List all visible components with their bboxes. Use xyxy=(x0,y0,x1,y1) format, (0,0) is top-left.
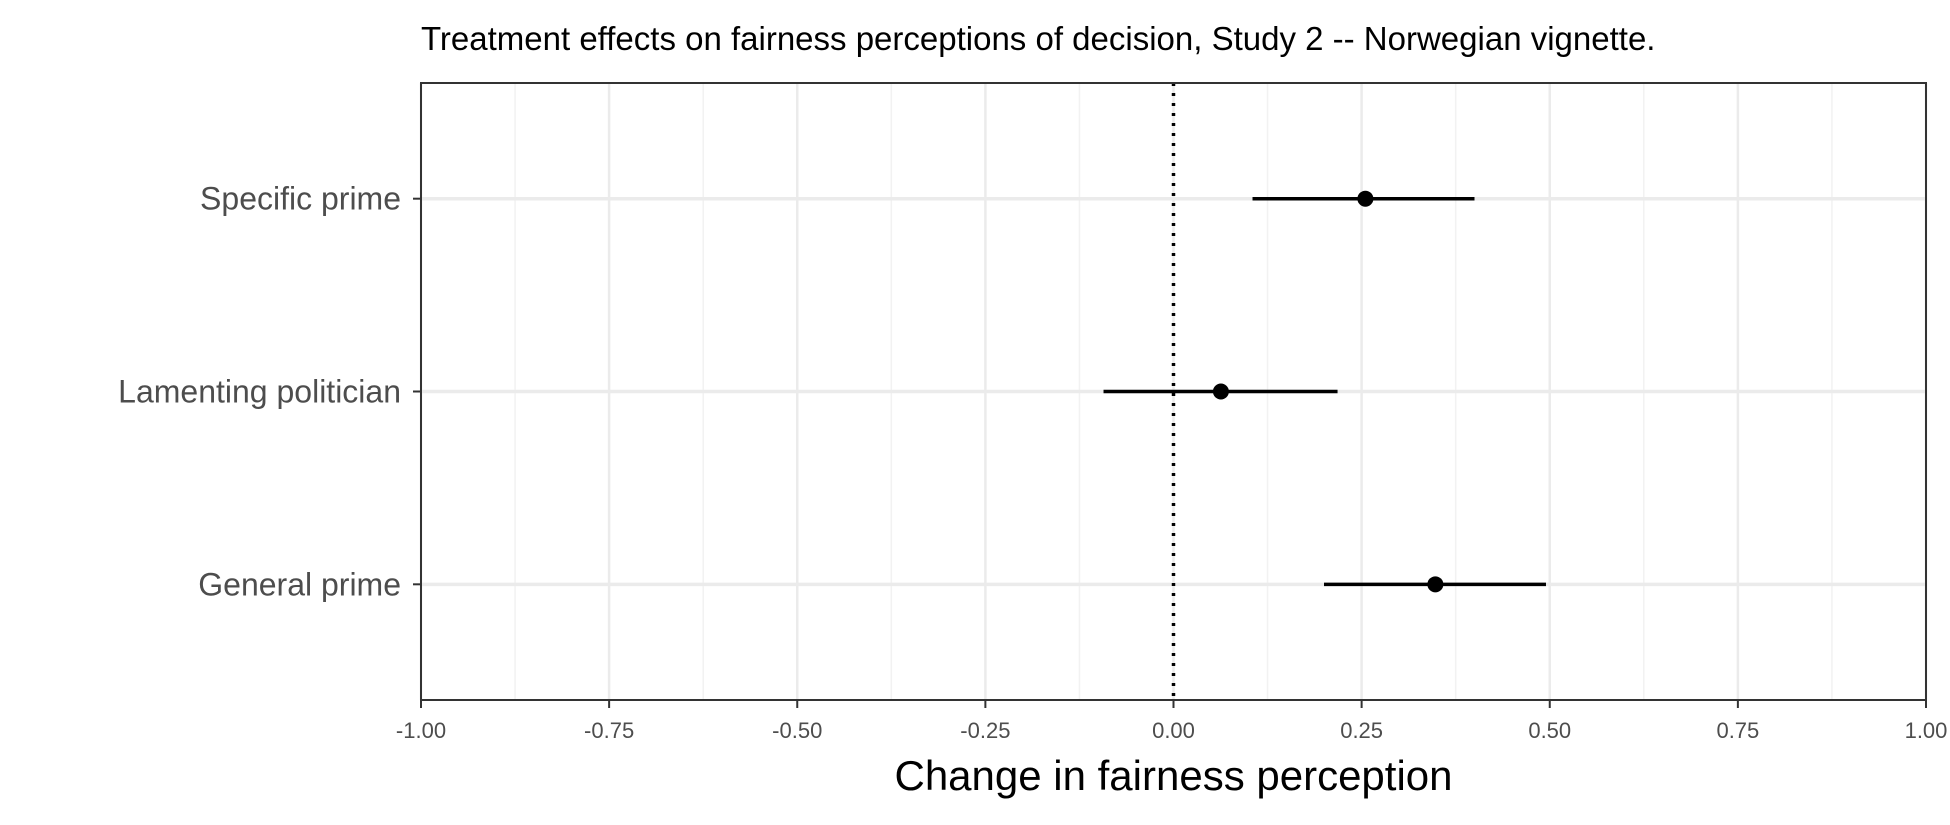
x-tick-label: -0.75 xyxy=(584,718,634,743)
y-tick-label: Lamenting politician xyxy=(118,374,401,410)
point-estimate xyxy=(1212,383,1229,400)
chart-title: Treatment effects on fairness perception… xyxy=(421,20,1655,57)
x-tick-label: -1.00 xyxy=(396,718,446,743)
point-estimate xyxy=(1427,576,1444,593)
x-tick-label: 0.50 xyxy=(1528,718,1571,743)
point-estimate xyxy=(1357,190,1374,207)
x-tick-label: -0.25 xyxy=(960,718,1010,743)
x-tick-label: 0.25 xyxy=(1340,718,1383,743)
x-tick-label: -0.50 xyxy=(772,718,822,743)
x-tick-label: 0.75 xyxy=(1716,718,1759,743)
x-axis-label: Change in fairness perception xyxy=(894,752,1452,799)
axes: -1.00 -0.75 -0.50 -0.25 0.00 0.25 0.50 0.75 1.00… xyxy=(118,181,1947,743)
y-tick-label: General prime xyxy=(198,566,401,602)
data-points-group xyxy=(1103,190,1546,593)
x-tick-label: 1.00 xyxy=(1905,718,1948,743)
y-tick-label: Specific prime xyxy=(200,181,401,217)
x-tick-label: 0.00 xyxy=(1152,718,1195,743)
